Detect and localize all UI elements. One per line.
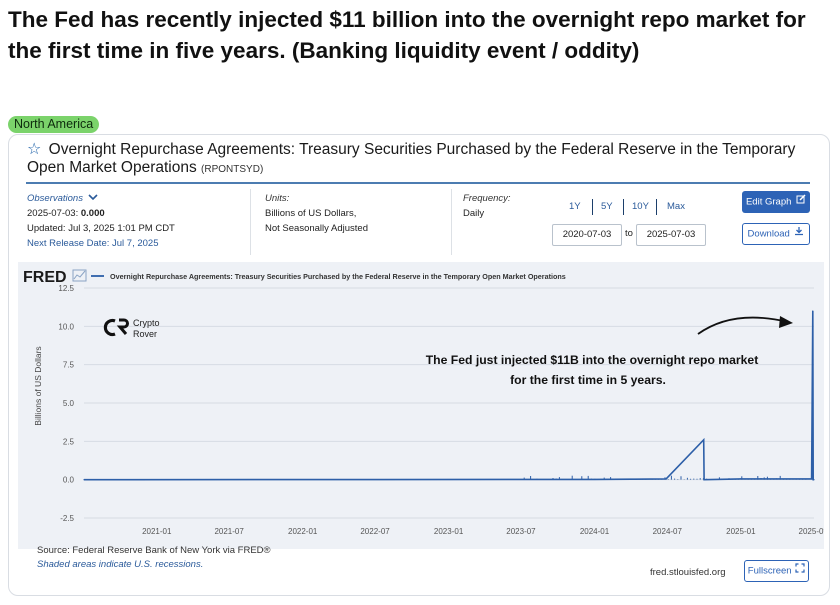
expand-icon [795, 561, 805, 581]
x-tick-label: 2024-01 [580, 527, 610, 536]
series-point [665, 478, 667, 480]
fred-card: ☆ Overnight Repurchase Agreements: Treas… [8, 134, 830, 596]
edit-graph-label: Edit Graph [745, 196, 792, 208]
series-code: (RPONTSYD) [201, 164, 264, 175]
annotation-line1: The Fed just injected $11B into the over… [426, 353, 759, 367]
crypto-rover-logo-icon [103, 318, 129, 337]
series-title: Overnight Repurchase Agreements: Treasur… [27, 141, 796, 176]
watermark-name-line2: Rover [133, 329, 157, 339]
range-1y-button[interactable]: 1Y [569, 201, 581, 212]
series-point [594, 478, 596, 480]
download-icon [794, 224, 804, 244]
range-max-button[interactable]: Max [667, 201, 685, 212]
chevron-down-icon[interactable] [88, 191, 98, 206]
fred-chart-icon [72, 269, 87, 282]
date-range-to-label: to [625, 228, 633, 239]
y-tick-label: 7.5 [63, 361, 75, 370]
source-block: Source: Federal Reserve Bank of New York… [37, 544, 271, 572]
fullscreen-button[interactable]: Fullscreen [744, 560, 809, 582]
updated-text: Updated: Jul 3, 2025 1:01 PM CDT [27, 223, 175, 235]
series-point [703, 439, 705, 441]
units-line1: Billions of US Dollars, [265, 208, 357, 219]
legend-label: Overnight Repurchase Agreements: Treasur… [110, 272, 566, 281]
range-divider [656, 199, 657, 215]
fullscreen-label: Fullscreen [747, 565, 792, 577]
y-tick-label: 12.5 [58, 284, 74, 293]
y-tick-label: 10.0 [58, 322, 74, 331]
next-release-link[interactable]: Next Release Date: Jul 7, 2025 [27, 238, 159, 250]
units-panel: Units: Billions of US Dollars, Not Seaso… [265, 191, 368, 236]
series-point [83, 479, 85, 481]
frequency-label: Frequency: [463, 193, 511, 204]
range-5y-button[interactable]: 5Y [601, 201, 613, 212]
pencil-icon [796, 191, 806, 213]
meta-divider [250, 189, 251, 255]
series-point [812, 310, 814, 312]
header-divider [26, 182, 810, 184]
range-10y-button[interactable]: 10Y [632, 201, 649, 212]
series-point [775, 478, 778, 480]
x-tick-label: 2021-07 [214, 527, 244, 536]
region-tag[interactable]: North America [8, 116, 100, 133]
x-tick-label: 2022-07 [360, 527, 390, 536]
download-button[interactable]: Download [742, 223, 810, 245]
y-tick-label: 5.0 [63, 399, 75, 408]
chart-area: FRED Overnight Repurchase Agreements: Tr… [18, 262, 824, 549]
series-points [83, 310, 815, 481]
recession-note: Shaded areas indicate U.S. recessions. [37, 559, 204, 570]
start-date-input[interactable]: 2020-07-03 [552, 224, 622, 246]
series-point [739, 478, 742, 480]
y-tick-label: 2.5 [63, 437, 75, 446]
observation-date: 2025-07-03: [27, 208, 79, 220]
series-point [811, 478, 813, 480]
x-tick-label: 2023-01 [434, 527, 464, 536]
annotation-arrow-icon [697, 316, 793, 335]
x-tick-labels: 2021-01 2021-07 2022-01 2022-07 2023-01 2023-… [142, 527, 824, 536]
y-tick-label: -2.5 [60, 514, 74, 523]
y-axis-label: Billions of US Dollars [33, 346, 43, 425]
range-divider [592, 199, 593, 215]
observation-value: 0.000 [80, 208, 105, 220]
frequency-panel: Frequency: Daily [463, 191, 511, 221]
range-divider [623, 199, 624, 215]
series-point [703, 479, 705, 481]
frequency-value: Daily [463, 208, 485, 219]
site-url[interactable]: fred.stlouisfed.org [650, 567, 726, 578]
end-date-input[interactable]: 2025-07-03 [636, 224, 706, 246]
series-line [83, 310, 814, 481]
x-tick-label: 2025-0? [799, 527, 824, 536]
units-line2: Not Seasonally Adjusted [265, 223, 368, 234]
annotation-line2: for the first time in 5 years. [510, 373, 666, 387]
download-label: Download [747, 228, 790, 240]
edit-graph-button[interactable]: Edit Graph [742, 191, 810, 213]
watermark-name-line1: Crypto [133, 318, 160, 328]
post-title: The Fed has recently injected $11 billio… [8, 7, 806, 63]
x-tick-label: 2024-07 [653, 527, 683, 536]
x-tick-label: 2021-01 [142, 527, 172, 536]
series-header: ☆ Overnight Repurchase Agreements: Treas… [27, 141, 807, 179]
series-point [630, 478, 632, 480]
observations-panel: Observations 2025-07-03: 0.000 Updated: … [27, 191, 175, 251]
grid-layer [84, 287, 814, 519]
meta-divider [451, 189, 452, 255]
chart-svg: FRED Overnight Repurchase Agreements: Tr… [23, 269, 824, 536]
x-tick-label: 2025-01 [726, 527, 756, 536]
y-tick-label: 0.0 [63, 476, 75, 485]
series-point [813, 479, 815, 481]
observations-label[interactable]: Observations [27, 193, 83, 205]
units-label: Units: [265, 193, 290, 204]
y-tick-labels: 12.5 10.0 7.5 5.0 2.5 0.0 -2.5 [58, 284, 74, 523]
favorite-star-icon[interactable]: ☆ [27, 141, 42, 158]
x-tick-label: 2022-01 [288, 527, 318, 536]
fred-logo: FRED [23, 269, 67, 286]
x-tick-label: 2023-07 [506, 527, 536, 536]
source-text: Source: Federal Reserve Bank of New York… [37, 545, 271, 556]
